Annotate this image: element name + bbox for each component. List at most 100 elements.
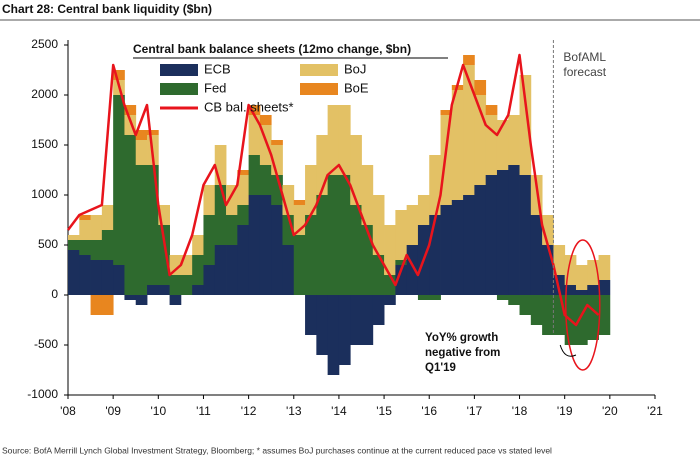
bar-segment — [124, 295, 137, 300]
bar-segment — [316, 195, 329, 295]
bar-segment — [395, 265, 408, 295]
bar-segment — [147, 285, 159, 295]
bar-segment — [575, 295, 588, 345]
bar-segment — [192, 255, 204, 285]
bar-segment — [271, 175, 283, 205]
forecast-label: forecast — [563, 65, 606, 79]
legend-swatch — [300, 64, 338, 76]
bar-segment — [203, 215, 216, 265]
bar-segment — [158, 205, 170, 225]
bar-segment — [361, 165, 374, 225]
y-tick-label: 1000 — [31, 187, 58, 201]
x-tick-label: '18 — [512, 404, 528, 418]
bar-segment — [124, 105, 137, 115]
bar-segment — [226, 215, 238, 245]
bar-segment — [248, 115, 261, 155]
source: Source: BofA Merrill Lynch Global Invest… — [2, 445, 552, 455]
bar-segment — [542, 295, 554, 335]
bar-segment — [68, 250, 80, 295]
bar-segment — [248, 105, 261, 115]
bar-segment — [587, 260, 599, 285]
bar-segment — [350, 135, 362, 205]
annotation-ellipse — [565, 239, 601, 371]
legend-label: Fed — [204, 80, 226, 95]
legend-label: BoJ — [344, 61, 366, 76]
bar-segment — [282, 215, 295, 245]
x-tick-label: '09 — [105, 404, 121, 418]
bar-segment — [214, 245, 227, 295]
bar-segment — [192, 285, 204, 295]
bar-segment — [79, 220, 91, 240]
bar-segment — [90, 260, 103, 295]
bar-segment — [395, 210, 408, 260]
bar-segment — [135, 165, 148, 295]
bar-segment — [101, 295, 114, 315]
bar-segment — [90, 240, 103, 260]
legend-label: ECB — [204, 61, 231, 76]
bar-segment — [598, 280, 611, 295]
bar-segment — [305, 165, 317, 215]
bar-segment — [587, 295, 599, 340]
bar-segment — [384, 295, 396, 305]
bar-segment — [180, 275, 193, 295]
bar-segment — [101, 260, 114, 295]
bar-segment — [158, 285, 170, 295]
bar-segment — [485, 105, 498, 115]
bar-segment — [519, 175, 532, 295]
bar-segment — [508, 115, 520, 165]
bar-segment — [338, 295, 351, 365]
bar-segment — [271, 145, 283, 175]
bar-segment — [293, 200, 306, 205]
bar-segment — [429, 295, 441, 300]
bar-segment — [327, 105, 340, 175]
bar-segment — [293, 205, 306, 235]
bar-segment — [338, 175, 351, 295]
bar-segment — [271, 205, 283, 295]
bar-segment — [259, 195, 272, 295]
bar-segment — [79, 215, 91, 220]
bar-segment — [463, 65, 475, 195]
y-tick-label: 500 — [38, 237, 58, 251]
bar-segment — [316, 295, 329, 355]
bar-segment — [350, 295, 362, 345]
bar-segment — [259, 115, 272, 125]
x-tick-label: '12 — [241, 404, 257, 418]
bar-segment — [587, 285, 599, 295]
bar-segment — [372, 295, 385, 325]
bar-segment — [305, 215, 317, 295]
x-tick-label: '10 — [150, 404, 166, 418]
bar-segment — [395, 260, 408, 265]
y-tick-label: 1500 — [31, 137, 58, 151]
bar-segment — [485, 175, 498, 295]
bar-segment — [79, 240, 91, 255]
bar-segment — [496, 295, 509, 300]
bar-segment — [508, 165, 520, 295]
bar-segment — [372, 195, 385, 255]
bar-segment — [180, 255, 193, 275]
annotation: YoY% growth — [425, 332, 498, 344]
bar-segment — [237, 225, 250, 295]
bar-segment — [496, 120, 509, 170]
bar-segment — [440, 115, 453, 205]
bar-segment — [361, 295, 374, 345]
bar-segment — [519, 75, 532, 175]
bar-segment — [474, 80, 487, 95]
chart-title: Chart 28: Central bank liquidity ($bn) — [2, 2, 212, 16]
bar-segment — [90, 295, 103, 315]
x-tick-label: '17 — [467, 404, 483, 418]
bar-segment — [147, 130, 159, 135]
bar-segment — [226, 245, 238, 295]
bar-segment — [417, 295, 430, 300]
bar-segment — [327, 295, 340, 375]
bar-segment — [158, 225, 170, 285]
y-tick-label: 0 — [51, 287, 58, 301]
bar-segment — [530, 215, 543, 295]
bar-segment — [338, 105, 351, 175]
bar-segment — [305, 295, 317, 335]
bar-segment — [90, 215, 103, 240]
bar-segment — [542, 215, 554, 245]
bar-segment — [68, 235, 80, 240]
bar-segment — [463, 55, 475, 65]
annotation: negative from — [425, 347, 500, 359]
